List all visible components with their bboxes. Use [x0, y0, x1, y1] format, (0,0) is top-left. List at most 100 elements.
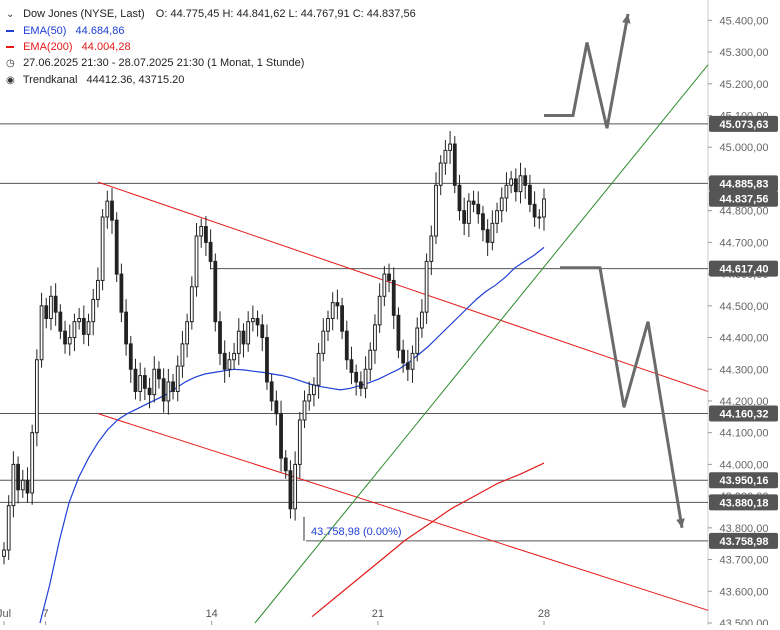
legend-ema200-value: 44.004,28: [81, 41, 131, 53]
legend-trend-label: Trendkanal: [22, 74, 78, 86]
x-tick-label: 21: [372, 608, 384, 620]
candle-body: [387, 273, 391, 281]
candle-body: [222, 352, 227, 370]
candle-body: [293, 463, 298, 510]
candle-body: [471, 200, 476, 205]
candle-body: [250, 318, 255, 323]
collapse-chevron-icon[interactable]: ⌄: [6, 9, 15, 20]
candle-body: [288, 470, 293, 510]
candle-body: [499, 197, 504, 212]
candle-body: [401, 349, 406, 364]
candle-body: [58, 311, 63, 332]
candle-body: [485, 229, 490, 243]
candle-body: [490, 222, 495, 243]
y-tick-label: 44.700,00: [720, 237, 769, 249]
candle-body: [25, 479, 30, 494]
candle-body: [180, 343, 185, 367]
y-tick-label: 43.700,00: [720, 555, 769, 567]
candle-body: [91, 298, 96, 323]
candle-body: [260, 324, 265, 339]
candle-body: [457, 184, 462, 212]
level-badge: [709, 190, 778, 207]
trendchannel-icon: ◉: [6, 75, 15, 86]
candle-body: [420, 311, 424, 329]
candle-body: [429, 235, 434, 262]
candle-body: [255, 318, 260, 326]
level-badge-label: 44.885,83: [720, 178, 769, 190]
candle-body: [6, 505, 11, 551]
candle-body: [67, 337, 72, 345]
candle-body: [358, 381, 363, 389]
candle-body: [476, 203, 481, 215]
candle-body: [344, 330, 349, 361]
y-tick-label: 44.100,00: [720, 428, 769, 440]
level-badge: [709, 405, 778, 422]
candle-body: [189, 286, 194, 323]
candle-body: [119, 273, 124, 313]
level-badge-label: 44.617,40: [720, 264, 769, 276]
y-tick-label: 45.400,00: [720, 15, 769, 27]
candle-body: [166, 381, 171, 402]
legend-trend-value: 44412.36, 43715.20: [86, 74, 185, 86]
y-tick-label: 45.200,00: [720, 79, 769, 91]
candle-body: [171, 381, 175, 392]
candle-body: [161, 378, 166, 402]
candle-body: [354, 371, 359, 383]
candle-body: [39, 305, 44, 361]
legend: ⌄ Dow Jones (NYSE, Last) O: 44.775,45 H:…: [6, 6, 416, 89]
candle-body: [152, 368, 157, 396]
ema200-swatch-icon: [6, 46, 14, 49]
legend-row-ema200: EMA(200) 44.004,28: [6, 39, 416, 55]
x-tick-label: Jul: [0, 608, 11, 620]
low-annotation-label: 43.758,98 (0.00%): [311, 526, 402, 538]
candle-body: [53, 295, 58, 313]
candle-body: [335, 302, 340, 307]
candle-body: [326, 318, 330, 332]
candle-body: [434, 184, 438, 237]
scenario-up-arrow-head: [622, 14, 631, 24]
candle-body: [542, 198, 546, 218]
candle-body: [11, 463, 16, 507]
candle-body: [20, 479, 25, 491]
x-tick-label: 14: [206, 608, 218, 620]
candle-body: [373, 324, 377, 351]
y-tick-label: 44.300,00: [720, 364, 769, 376]
channel-upper-line: [97, 181, 709, 392]
candle-body: [297, 419, 302, 465]
candle-body: [316, 352, 321, 386]
candle-body: [363, 368, 368, 389]
candle-body: [405, 362, 410, 370]
candle-body: [110, 200, 114, 221]
candle-body: [204, 226, 208, 243]
y-tick-label: 43.800,00: [720, 523, 769, 535]
candle-body: [537, 216, 542, 219]
candle-body: [208, 241, 213, 262]
y-tick-label: 44.800,00: [720, 206, 769, 218]
candle-body: [307, 394, 312, 402]
y-tick-label: 45.300,00: [720, 47, 769, 59]
candle-body: [495, 210, 499, 224]
legend-ema50-value: 44.684,86: [75, 25, 125, 37]
candle-body: [16, 463, 20, 491]
level-badge: [709, 494, 778, 511]
candle-body: [246, 321, 251, 345]
candle-body: [185, 321, 190, 345]
candle-body: [138, 375, 143, 392]
candle-body: [269, 381, 274, 402]
level-badge-label: 45.073,63: [720, 119, 769, 131]
level-badge-label: 43.950,16: [720, 475, 769, 487]
candle-body: [462, 210, 467, 224]
candle-body: [396, 314, 401, 351]
legend-instrument: Dow Jones (NYSE, Last): [23, 8, 145, 20]
candle-body: [481, 213, 485, 231]
level-badge: [709, 175, 778, 192]
candle-body: [302, 400, 307, 421]
scenario-down-arrow-head: [676, 518, 685, 528]
candle-body: [391, 279, 396, 316]
candle-body: [368, 349, 373, 370]
candle-body: [509, 178, 514, 186]
candle-body: [133, 368, 138, 392]
candle-body: [86, 321, 91, 335]
candle-body: [265, 337, 269, 383]
